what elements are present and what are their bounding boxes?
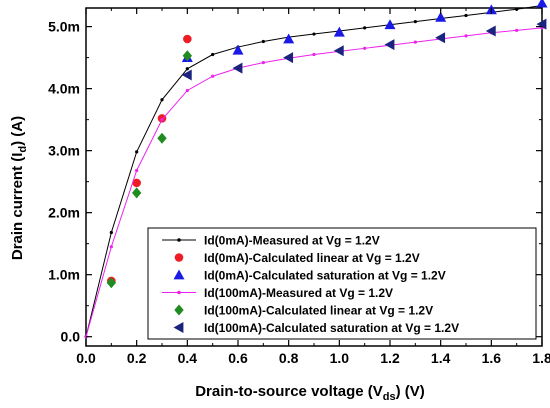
data-point xyxy=(413,40,417,44)
x-tick-label: 1.8 xyxy=(532,350,550,366)
legend-label: Id(100mA)-Calculated saturation at Vg = … xyxy=(204,321,459,335)
legend-entry: Id(100mA)-Measured at Vg = 1.2V xyxy=(162,286,393,300)
data-point xyxy=(185,88,189,93)
data-point xyxy=(283,52,294,64)
data-point xyxy=(132,178,141,188)
data-point xyxy=(283,33,295,44)
data-point xyxy=(261,39,265,44)
legend-entry: Id(100mA)-Calculated linear at Vg = 1.2V xyxy=(174,304,433,318)
data-point xyxy=(464,34,468,38)
x-tick-label: 0.0 xyxy=(76,350,96,366)
legend-entry: Id(0mA)-Calculated linear at Vg = 1.2V xyxy=(174,251,420,265)
data-point xyxy=(312,52,316,57)
y-tick-label: 0.0 xyxy=(61,329,81,345)
data-point xyxy=(261,60,265,65)
legend-label: Id(0mA)-Calculated saturation at Vg = 1.… xyxy=(204,269,446,283)
legend-swatch-marker xyxy=(174,253,184,262)
series-4 xyxy=(106,50,193,289)
data-point xyxy=(182,50,193,62)
data-point xyxy=(515,28,519,32)
y-tick-label: 2.0m xyxy=(48,205,80,221)
legend-entry: Id(100mA)-Calculated saturation at Vg = … xyxy=(173,321,459,335)
data-point xyxy=(135,168,139,173)
data-point xyxy=(183,34,192,44)
x-tick-label: 1.4 xyxy=(431,350,451,366)
series-5 xyxy=(181,18,547,81)
x-axis-title: Drain-to-source voltage (Vds) (V) xyxy=(195,383,425,403)
data-point xyxy=(232,62,243,74)
data-point xyxy=(312,32,316,36)
data-point xyxy=(109,230,113,235)
legend-swatch-marker xyxy=(173,322,184,333)
data-point xyxy=(211,74,215,78)
y-tick-label: 1.0m xyxy=(48,267,80,283)
x-tick-label: 1.6 xyxy=(482,350,502,366)
data-point xyxy=(106,277,117,289)
data-point xyxy=(413,20,417,24)
data-point xyxy=(435,11,447,22)
data-point xyxy=(333,26,345,37)
x-tick-label: 1.0 xyxy=(330,350,350,366)
legend-label: Id(0mA)-Calculated linear at Vg = 1.2V xyxy=(204,251,420,265)
data-point xyxy=(131,187,142,199)
data-point xyxy=(211,52,215,57)
data-point xyxy=(464,13,468,18)
legend-label: Id(100mA)-Measured at Vg = 1.2V xyxy=(204,286,393,300)
legend-swatch-marker xyxy=(174,304,184,316)
data-point xyxy=(185,67,189,71)
y-tick-label: 5.0m xyxy=(48,19,80,35)
data-point xyxy=(435,32,446,44)
data-point xyxy=(160,118,164,122)
data-point xyxy=(232,44,244,55)
data-point xyxy=(160,98,164,102)
x-tick-label: 1.2 xyxy=(380,350,400,366)
data-point xyxy=(333,45,344,57)
data-point xyxy=(109,245,113,249)
legend-label: Id(100mA)-Calculated linear at Vg = 1.2V xyxy=(204,304,433,318)
x-tick-label: 0.6 xyxy=(228,350,248,366)
x-tick-label: 0.4 xyxy=(178,350,198,366)
y-tick-label: 4.0m xyxy=(48,81,80,97)
legend: Id(0mA)-Measured at Vg = 1.2V Id(0mA)-Cal… xyxy=(147,227,537,340)
data-point xyxy=(384,39,395,51)
legend-swatch-marker xyxy=(177,238,181,242)
data-point xyxy=(363,26,367,30)
data-point xyxy=(181,69,192,81)
legend-box xyxy=(147,227,537,340)
data-point xyxy=(157,132,167,144)
legend-swatch-marker xyxy=(177,290,181,295)
axes-layer: 0.0 0.2 0.4 0.6 0.8 1.0 1.2 1.4 1.6 1.8 0.0 1.0m 2.0… xyxy=(48,8,550,366)
y-tick-label: 3.0m xyxy=(48,143,80,159)
data-point xyxy=(384,19,396,30)
y-axis-title: Drain current (Id) (A) xyxy=(9,116,29,260)
legend-swatch-marker xyxy=(173,269,185,280)
x-tick-label: 0.8 xyxy=(279,350,299,366)
data-point xyxy=(135,150,139,154)
legend-entry: Id(0mA)-Measured at Vg = 1.2V xyxy=(162,234,380,248)
x-tick-label: 0.2 xyxy=(127,350,147,366)
data-point xyxy=(536,0,548,8)
data-point xyxy=(485,25,496,37)
data-point xyxy=(536,18,547,30)
legend-entry: Id(0mA)-Calculated saturation at Vg = 1.… xyxy=(173,269,446,283)
data-point xyxy=(363,46,367,50)
legend-label: Id(0mA)-Measured at Vg = 1.2V xyxy=(204,234,380,248)
